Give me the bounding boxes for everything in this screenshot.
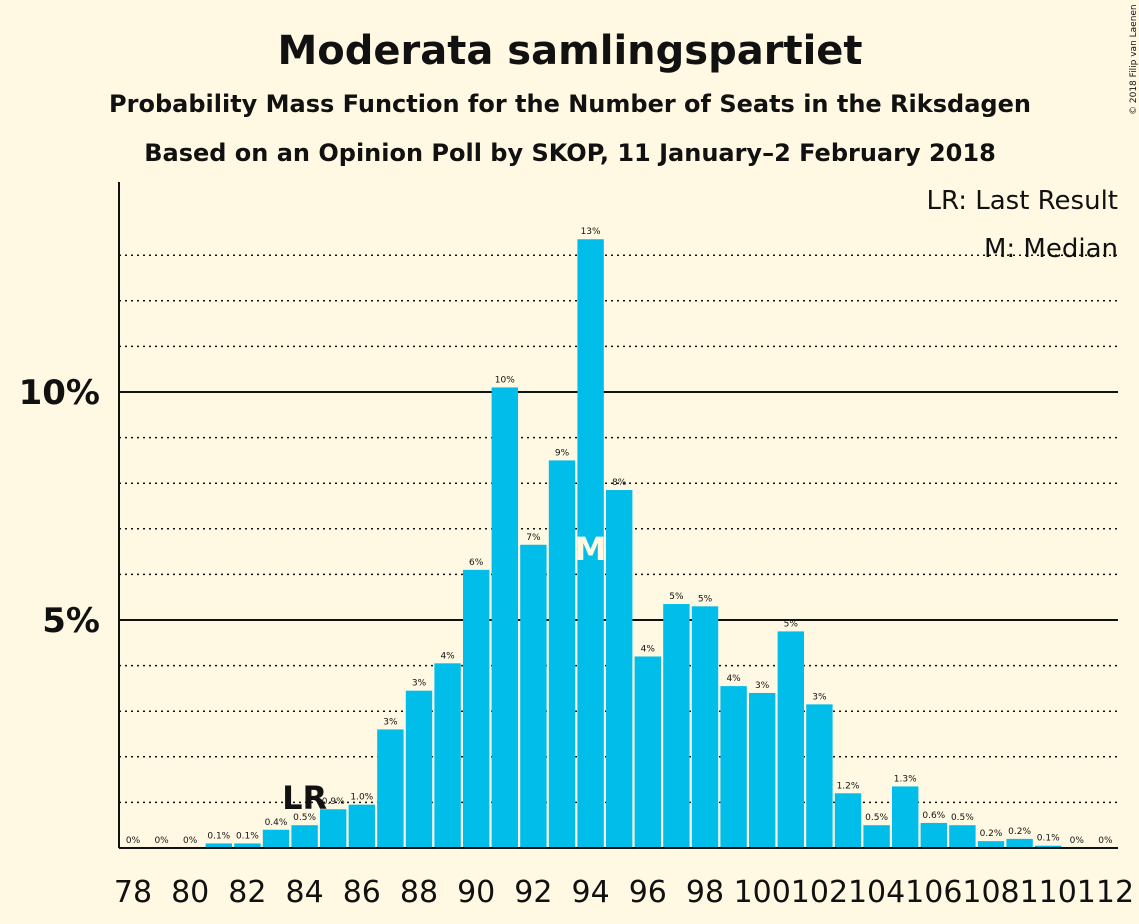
bar — [291, 825, 318, 848]
bar — [520, 544, 547, 848]
x-tick-label: 96 — [629, 875, 667, 910]
bar-label: 4% — [641, 644, 656, 654]
bar-label: 1.2% — [837, 781, 860, 791]
bar — [949, 825, 976, 848]
bar — [1006, 838, 1033, 848]
x-tick-label: 98 — [686, 875, 724, 910]
bar-label: 7% — [526, 533, 541, 543]
x-tick-label: 100 — [734, 875, 791, 910]
bar-label: 0% — [1098, 836, 1113, 846]
bar — [577, 239, 604, 849]
bar — [977, 841, 1005, 848]
bar-label: 0.6% — [922, 811, 945, 821]
bars: 0% 0% 0% 0.1% 0.1% 0.4% 0.5% 0.9% 1.0% 3% 3% 4% 6% 10… — [126, 227, 1113, 849]
x-tick-label: 82 — [228, 875, 266, 910]
bar — [348, 804, 375, 848]
bar-label: 0.5% — [865, 813, 888, 823]
bar-label: 0% — [154, 836, 169, 846]
x-tick-label: 94 — [572, 875, 610, 910]
bar — [892, 786, 919, 848]
bar — [777, 631, 804, 848]
chart-title: Moderata samlingspartiet — [277, 28, 862, 74]
copyright-text: © 2018 Filip van Laenen — [1129, 4, 1139, 115]
x-tick-label: 88 — [400, 875, 438, 910]
last-result-marker: LR — [282, 779, 327, 817]
bar — [377, 729, 404, 848]
chart-subtitle: Probability Mass Function for the Number… — [109, 90, 1031, 118]
bar-label: 5% — [784, 619, 799, 629]
bar — [463, 569, 490, 848]
bar-label: 0.5% — [951, 813, 974, 823]
x-tick-label: 112 — [1077, 875, 1134, 910]
bar — [491, 387, 518, 848]
bar — [806, 704, 833, 848]
markers: LR M — [282, 530, 606, 817]
legend-last-result: LR: Last Result — [926, 186, 1118, 216]
x-tick-label: 108 — [962, 875, 1019, 910]
bar — [691, 606, 719, 848]
bar — [749, 692, 776, 848]
bar — [1035, 845, 1062, 848]
bar — [434, 663, 461, 848]
bar-label: 0% — [1070, 836, 1085, 846]
y-tick-label: 5% — [42, 601, 100, 641]
bar-label: 0.9% — [322, 797, 345, 807]
bar-label: 10% — [495, 375, 515, 385]
x-axis-ticks: 78 80 82 84 86 88 90 92 94 96 98 100 102 104 106 108 110… — [114, 875, 1134, 910]
x-tick-label: 104 — [848, 875, 905, 910]
bar-label: 4% — [726, 674, 741, 684]
bar-label: 0.2% — [980, 829, 1003, 839]
x-tick-label: 80 — [171, 875, 209, 910]
bar-label: 0.2% — [1008, 827, 1031, 837]
bar-label: 3% — [755, 681, 770, 691]
bar-label: 0% — [126, 836, 141, 846]
bar — [405, 690, 433, 848]
bar-label: 1.0% — [350, 793, 373, 803]
bar — [606, 490, 633, 848]
bar-label: 1.3% — [894, 774, 917, 784]
bar — [834, 793, 862, 848]
bar — [205, 843, 232, 848]
bar-label: 5% — [669, 592, 684, 602]
bar — [634, 656, 661, 848]
bar — [320, 809, 347, 848]
x-tick-label: 102 — [791, 875, 848, 910]
bar-label: 5% — [698, 594, 713, 604]
bar-label: 6% — [469, 558, 484, 568]
x-tick-label: 106 — [905, 875, 962, 910]
bar-label: 0.1% — [207, 831, 230, 841]
bar — [548, 460, 576, 848]
bar-label: 9% — [555, 448, 570, 458]
y-axis-ticks: 5% 10% — [19, 373, 100, 641]
chart-subtitle-2: Based on an Opinion Poll by SKOP, 11 Jan… — [144, 139, 996, 167]
bar-label: 4% — [440, 651, 455, 661]
bar-label: 0.4% — [265, 818, 288, 828]
bar — [863, 825, 890, 848]
bar-label: 3% — [412, 679, 427, 689]
bar-label: 8% — [612, 478, 627, 488]
x-tick-label: 92 — [514, 875, 552, 910]
bar — [262, 829, 290, 848]
x-tick-label: 78 — [114, 875, 152, 910]
bar-label: 3% — [812, 692, 827, 702]
bar-label: 3% — [383, 717, 398, 727]
x-tick-label: 86 — [343, 875, 381, 910]
bar-label: 0.1% — [1037, 834, 1060, 844]
bar — [234, 843, 261, 848]
bar — [720, 686, 747, 848]
y-tick-label: 10% — [19, 373, 100, 413]
x-tick-label: 84 — [286, 875, 324, 910]
x-tick-label: 110 — [1020, 875, 1077, 910]
bar — [663, 604, 690, 848]
bar-label: 13% — [581, 227, 601, 237]
bar-label: 0.1% — [236, 831, 259, 841]
x-tick-label: 90 — [457, 875, 495, 910]
legend-median: M: Median — [984, 234, 1118, 264]
bar-label: 0% — [183, 836, 198, 846]
bar — [920, 822, 947, 848]
bar-label: 0.5% — [293, 813, 316, 823]
median-marker: M — [575, 530, 607, 568]
